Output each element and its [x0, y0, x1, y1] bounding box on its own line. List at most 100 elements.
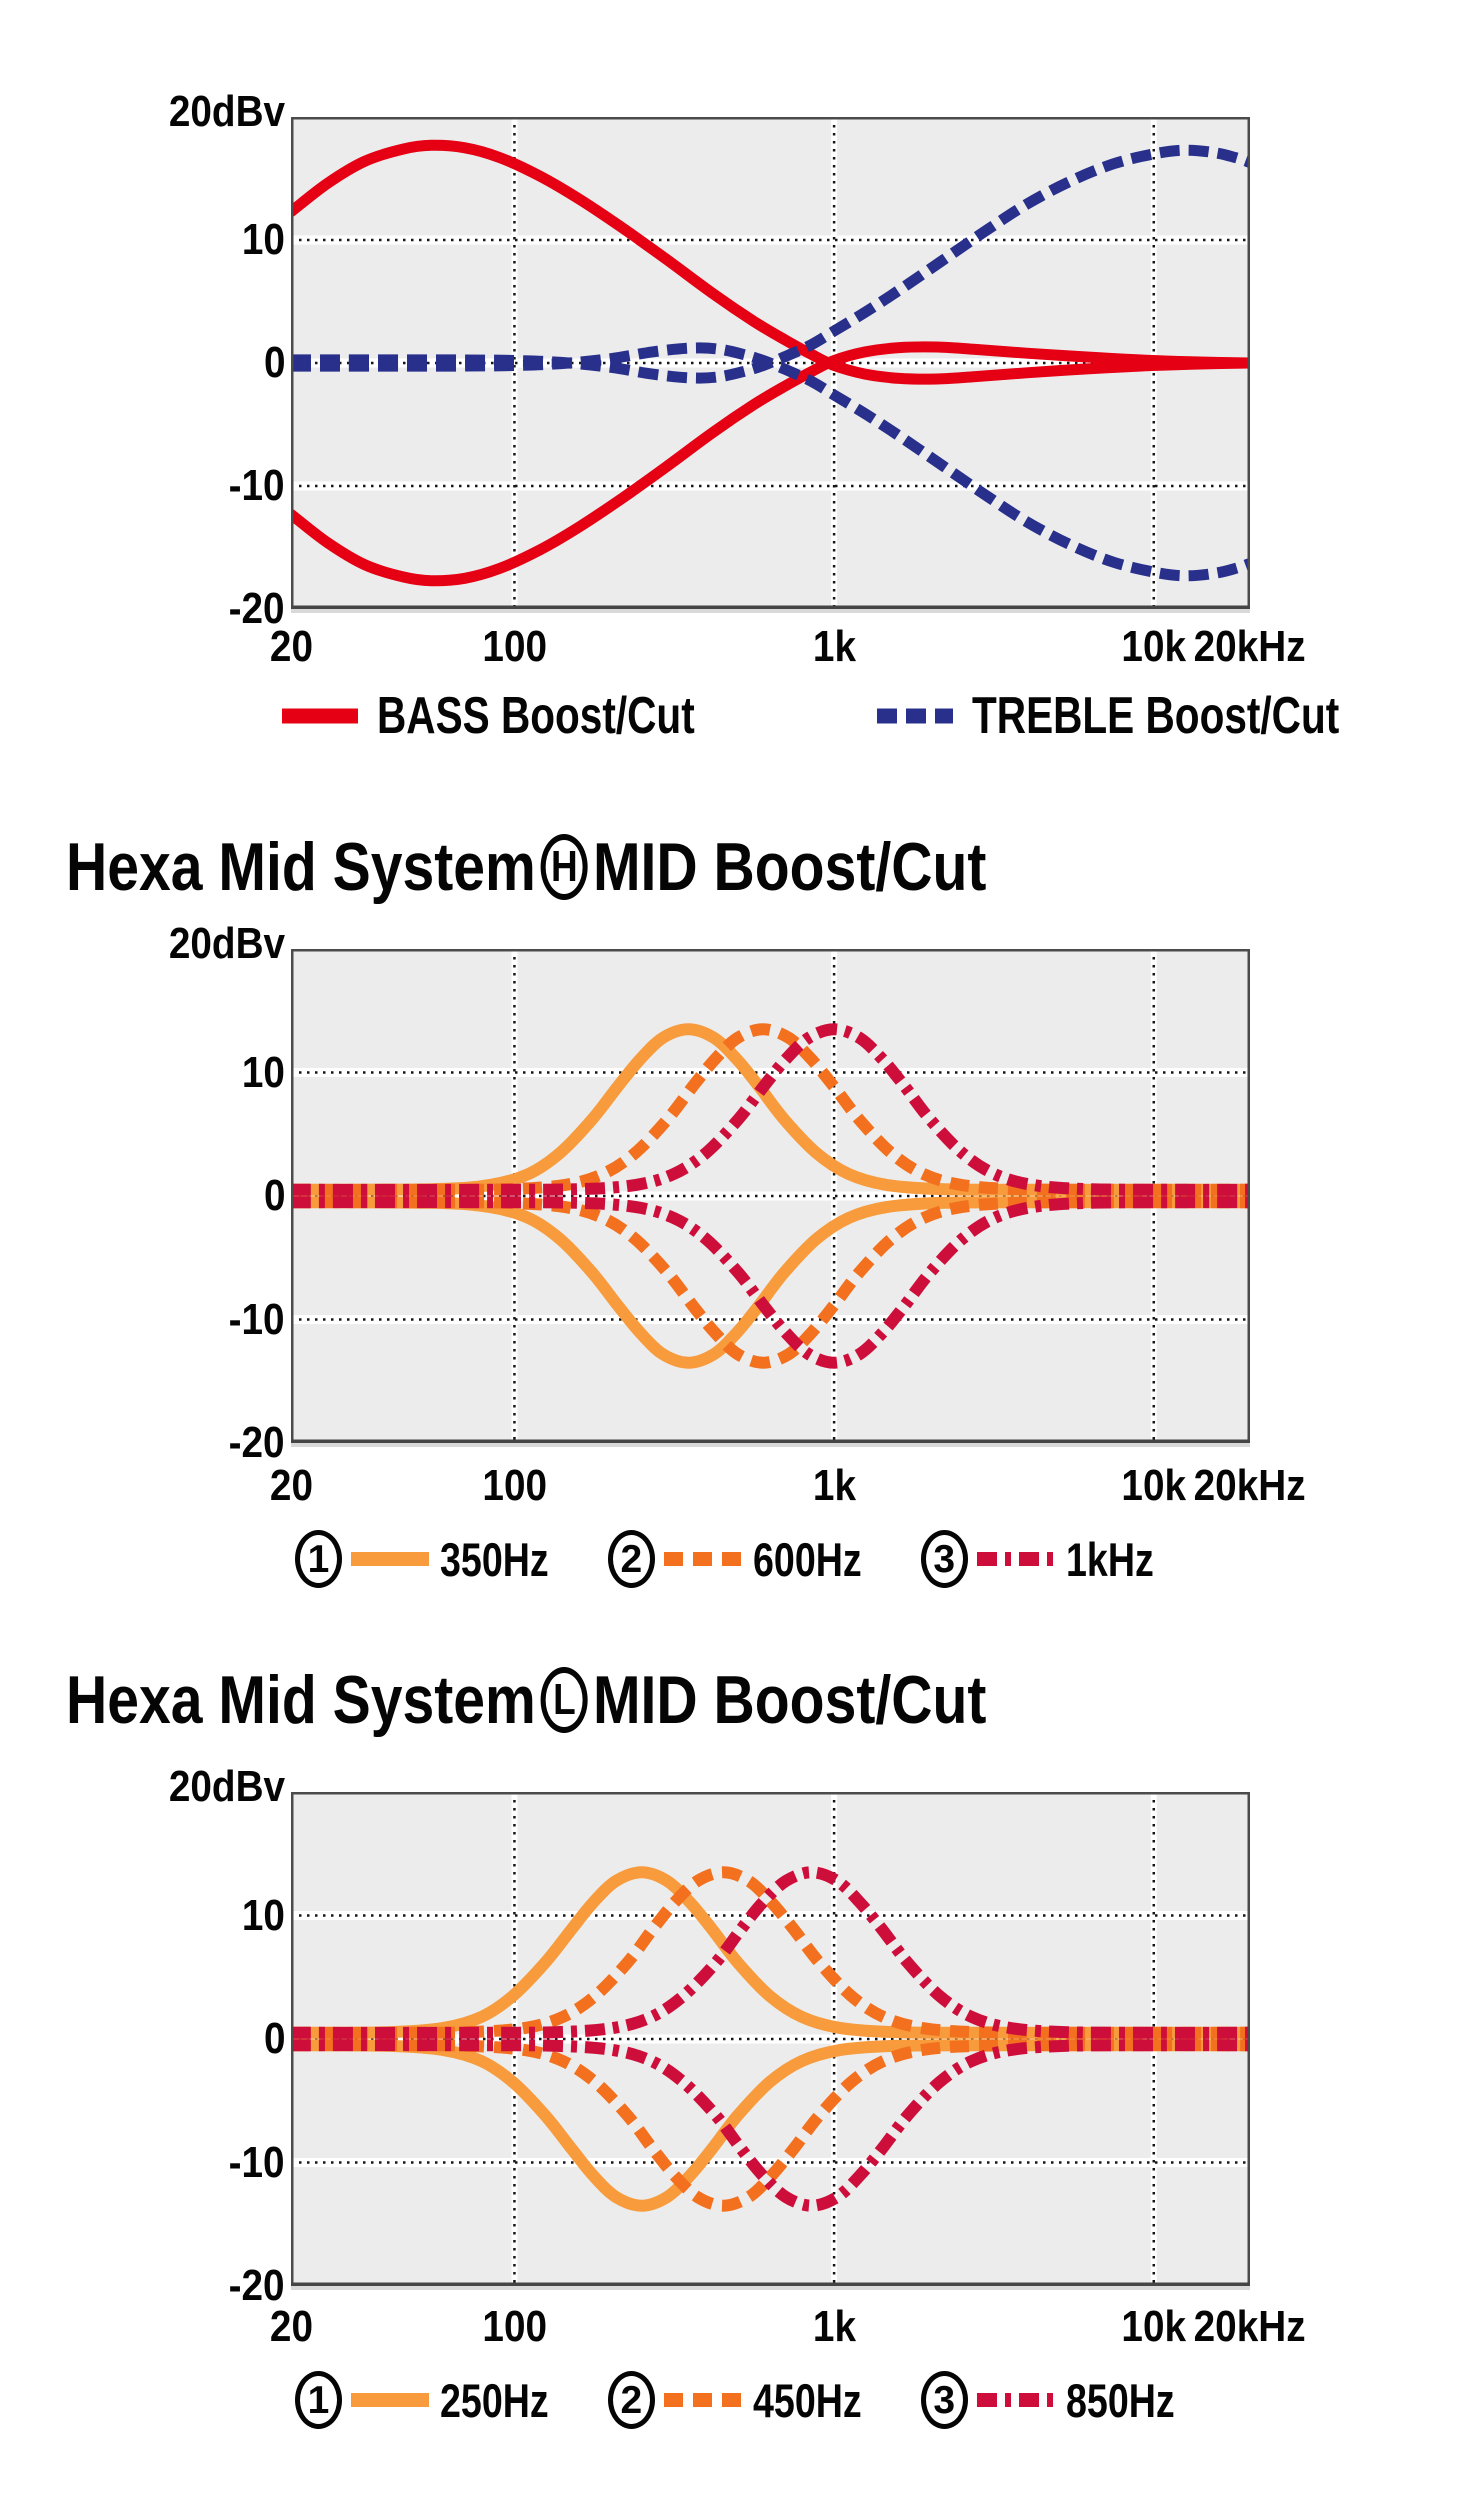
legend-item: 1 250Hz: [295, 2371, 576, 2429]
y-tick-text: 0: [263, 338, 285, 387]
chart-h-title-row: Hexa Mid System H MID Boost/Cut: [66, 825, 986, 909]
x-tick-text: 10k: [1121, 2302, 1187, 2351]
legend-swatch: [976, 2393, 1055, 2407]
legend: 1 350Hz 2 600Hz 3 1kHz: [295, 1524, 1175, 1594]
legend-swatch: [351, 1552, 429, 1566]
circled-number-3: 3: [920, 1530, 968, 1588]
x-tick-text: 100: [482, 622, 547, 671]
circled-number-1: 1: [295, 1530, 342, 1588]
legend-item: 1 350Hz: [295, 1530, 576, 1588]
legend-label: 350Hz: [440, 1532, 549, 1586]
curve-treble-boost-cut-cut: [291, 342, 1250, 582]
y-tick-label: -20: [40, 579, 285, 639]
chart-l-title-suffix: MID Boost/Cut: [592, 1662, 987, 1738]
curve-850hz-boost: [291, 1866, 1250, 2039]
legend-label: BASS Boost/Cut: [377, 687, 695, 745]
y-tick-text: 10: [241, 1890, 285, 1940]
curve-350hz-cut: [291, 1196, 1250, 1369]
y-tick-text: 10: [241, 1047, 285, 1097]
y-tick-label: -20: [40, 1413, 285, 1473]
y-tick-label: 10: [40, 210, 285, 270]
circled-letter-l: L: [540, 1667, 588, 1733]
x-tick-label: 100: [404, 2297, 624, 2357]
legend-swatch: [663, 1552, 742, 1566]
y-tick-text: -10: [229, 2137, 285, 2187]
chart-h-title-suffix: MID Boost/Cut: [592, 829, 987, 905]
curve-1khz-boost: [291, 1023, 1250, 1196]
legend: BASS Boost/Cut TREBLE Boost/Cut: [281, 681, 1443, 751]
legend-item: 2 450Hz: [607, 2371, 889, 2429]
x-tick-label: 10k: [1044, 1456, 1264, 1516]
y-tick-text: -10: [229, 1294, 285, 1344]
curves-group: [291, 1866, 1250, 2212]
plot-area: [291, 949, 1250, 1443]
y-tick-label: 0: [40, 333, 285, 393]
plot-area: [291, 117, 1250, 609]
y-tick-label: -10: [40, 456, 285, 516]
plot-svg: [291, 949, 1250, 1443]
x-tick-label: 20: [181, 1456, 401, 1516]
x-tick-text: 1k: [812, 622, 856, 671]
legend-label: 1kHz: [1065, 1532, 1154, 1586]
curve-850hz-cut: [291, 2039, 1250, 2212]
plot-svg: [291, 117, 1250, 609]
x-tick-text: 10k: [1121, 1461, 1187, 1510]
unit-label: 20dBv: [40, 1757, 285, 1817]
x-tick-text: 20kHz: [1194, 622, 1306, 671]
legend-swatch: [351, 2393, 429, 2407]
curve-1khz-cut: [291, 1196, 1250, 1369]
chart-h-title: Hexa Mid System H MID Boost/Cut: [66, 825, 1162, 909]
x-tick-label: 20kHz: [1140, 617, 1360, 677]
x-tick-text: 20: [269, 1461, 313, 1510]
x-tick-label: 20: [181, 617, 401, 677]
y-tick-label: -20: [40, 2256, 285, 2316]
circled-number-3: 3: [920, 2371, 968, 2429]
x-tick-label: 10k: [1044, 617, 1264, 677]
legend-label: 600Hz: [752, 1532, 862, 1586]
x-tick-text: 100: [482, 1461, 547, 1510]
circled-number-2: 2: [607, 2371, 655, 2429]
x-tick-text: 100: [482, 2302, 547, 2351]
x-tick-text: 20: [269, 2302, 313, 2351]
x-tick-label: 1k: [724, 617, 944, 677]
circled-letter-h: H: [540, 834, 588, 900]
curve-bass-boost-cut-boost: [291, 139, 1250, 385]
y-tick-text: -20: [229, 1418, 285, 1467]
curves-group: [291, 1023, 1250, 1369]
unit-label-text: 20dBv: [168, 1762, 285, 1811]
legend-label: 450Hz: [752, 2373, 862, 2427]
legend-swatch: [877, 708, 954, 724]
x-tick-label: 100: [404, 617, 624, 677]
x-tick-text: 1k: [812, 2302, 856, 2351]
x-tick-label: 1k: [724, 1456, 944, 1516]
legend-item: 3 850Hz: [920, 2371, 1202, 2429]
curves-group: [291, 139, 1250, 587]
y-tick-text: -20: [229, 584, 285, 633]
x-tick-label: 20kHz: [1140, 1456, 1360, 1516]
unit-label: 20dBv: [40, 914, 285, 974]
x-tick-label: 20kHz: [1140, 2297, 1360, 2357]
plot-area: [291, 1792, 1250, 2286]
y-tick-label: 0: [40, 2009, 285, 2069]
y-tick-label: -10: [40, 2133, 285, 2193]
y-tick-text: -20: [229, 2261, 285, 2310]
y-tick-label: 10: [40, 1043, 285, 1103]
curve-600hz-boost: [291, 1023, 1250, 1196]
legend-swatch: [663, 2393, 742, 2407]
legend-label: TREBLE Boost/Cut: [972, 687, 1340, 745]
unit-label-text: 20dBv: [168, 919, 285, 968]
y-tick-label: 10: [40, 1886, 285, 1946]
circled-number-2: 2: [607, 1530, 655, 1588]
legend-item: 2 600Hz: [607, 1530, 889, 1588]
legend-label: 250Hz: [440, 2373, 549, 2427]
curve-bass-boost-cut-cut: [291, 341, 1250, 587]
x-tick-text: 20: [269, 622, 313, 671]
legend-item: 3 1kHz: [920, 1530, 1176, 1588]
legend-swatch: [976, 1552, 1055, 1566]
legend-item: TREBLE Boost/Cut: [876, 686, 1443, 746]
chart-l-title-prefix: Hexa Mid System: [66, 1662, 536, 1738]
y-tick-text: 10: [241, 215, 285, 264]
x-tick-label: 10k: [1044, 2297, 1264, 2357]
legend-swatch: [282, 708, 358, 724]
legend-item: BASS Boost/Cut: [281, 686, 784, 746]
